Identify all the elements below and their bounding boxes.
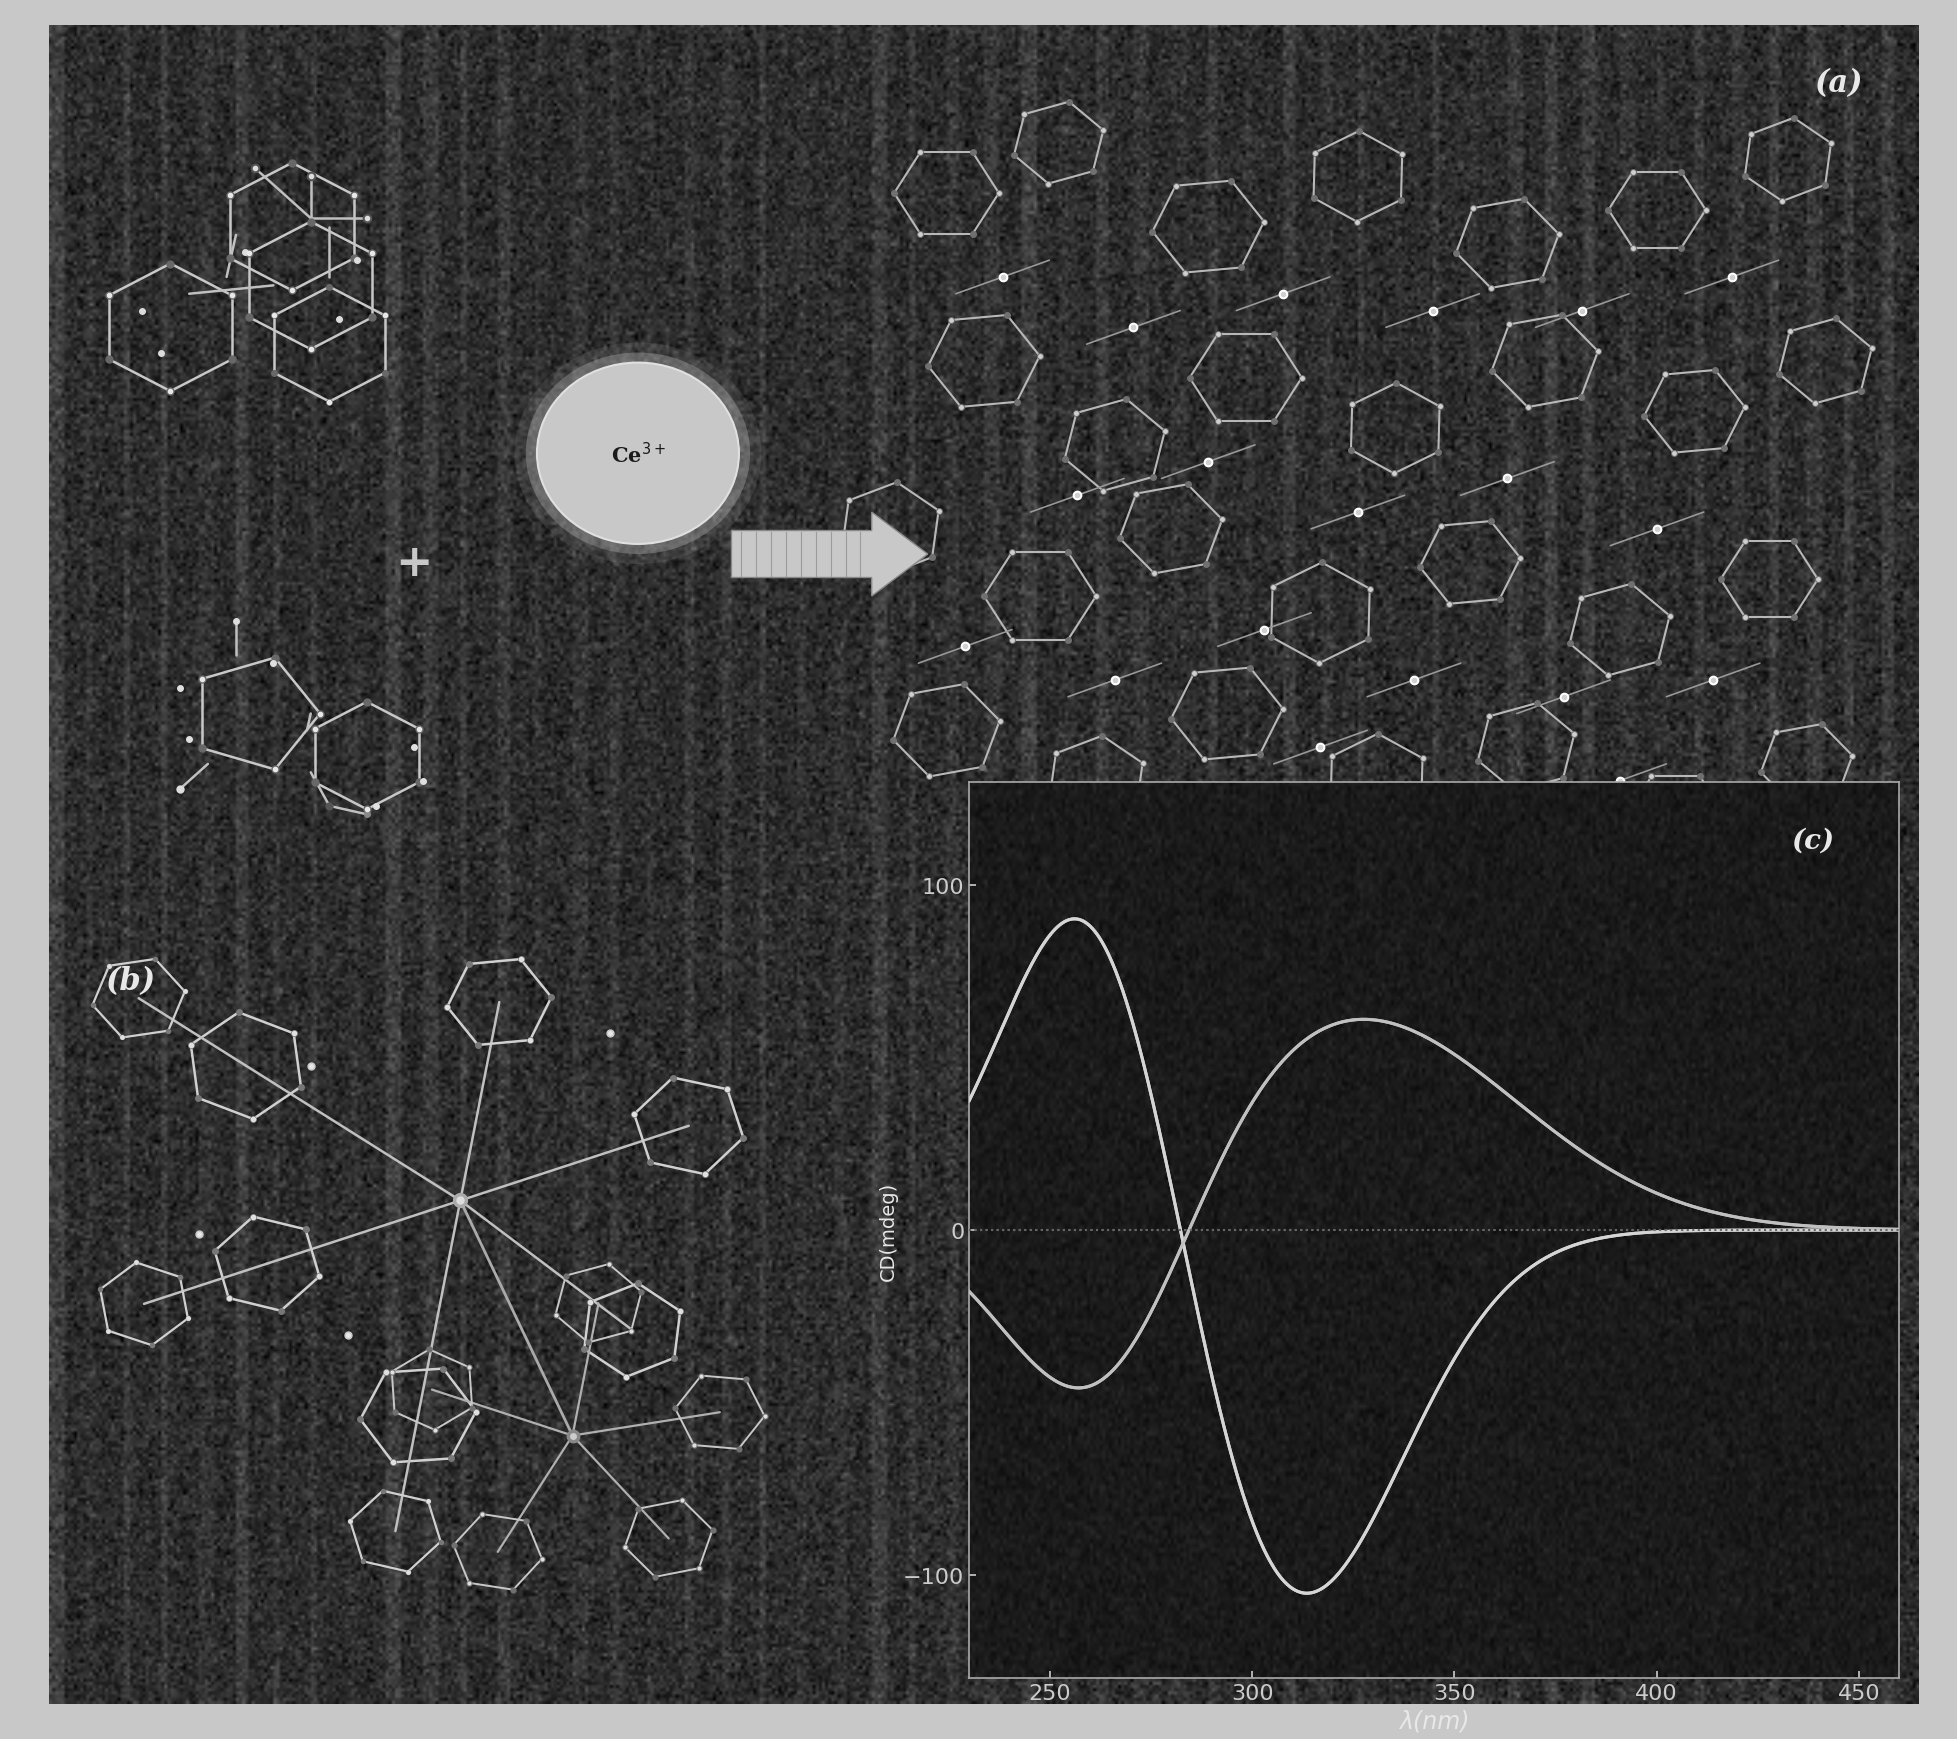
Circle shape — [536, 363, 738, 544]
Y-axis label: CD(mdeg): CD(mdeg) — [879, 1181, 896, 1280]
Text: Ce$^{3+}$: Ce$^{3+}$ — [611, 442, 665, 466]
X-axis label: λ(nm): λ(nm) — [1397, 1708, 1470, 1732]
Circle shape — [526, 353, 750, 555]
Text: (a): (a) — [1814, 68, 1861, 99]
Text: +: + — [395, 541, 432, 584]
FancyArrow shape — [732, 513, 928, 596]
Text: (c): (c) — [1791, 828, 1834, 854]
Circle shape — [515, 343, 761, 565]
Text: (b): (b) — [106, 965, 155, 996]
